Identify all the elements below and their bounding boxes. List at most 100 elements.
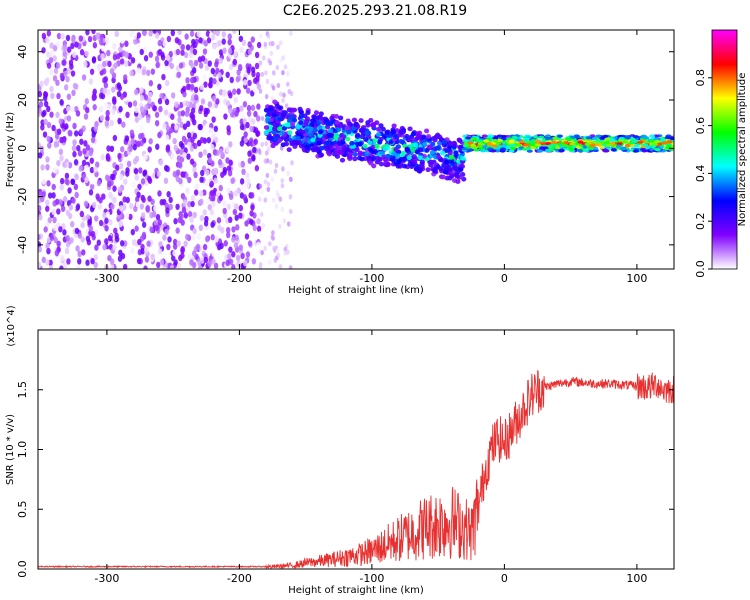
heatmap-cell <box>540 141 547 146</box>
heatmap-cell <box>307 132 314 138</box>
heatmap-cell <box>141 196 146 203</box>
heatmap-cell <box>552 137 559 141</box>
heatmap-cell <box>46 30 52 37</box>
heatmap-cell <box>136 43 141 50</box>
heatmap-cell <box>49 234 55 241</box>
heatmap-cell <box>256 103 261 110</box>
heatmap-cell <box>241 186 247 193</box>
bottom-plot-frame <box>37 329 675 570</box>
heatmap-cell <box>108 191 113 199</box>
heatmap-cell <box>205 169 210 176</box>
heatmap-cell <box>249 125 254 133</box>
heatmap-cell <box>235 76 240 83</box>
bottom-x-tick-label: -200 <box>227 572 252 585</box>
heatmap-cell <box>144 256 150 263</box>
heatmap-cell <box>172 249 177 257</box>
heatmap-cell <box>199 83 205 91</box>
heatmap-cell <box>162 122 167 130</box>
heatmap-cell <box>500 147 507 151</box>
heatmap-cell <box>198 62 204 69</box>
heatmap-cell <box>67 212 73 220</box>
heatmap-cell <box>39 80 44 87</box>
heatmap-cell <box>74 191 79 199</box>
heatmap-cell <box>117 117 122 125</box>
heatmap-cell <box>45 163 50 171</box>
heatmap-cell <box>126 160 132 168</box>
heatmap-cell <box>604 137 611 141</box>
heatmap-cell <box>249 210 254 217</box>
heatmap-cell <box>203 40 209 47</box>
heatmap-cell <box>272 99 278 105</box>
heatmap-cell <box>111 86 116 93</box>
heatmap-cell <box>447 141 453 146</box>
heatmap-cell <box>85 106 90 114</box>
heatmap-cell <box>99 39 104 46</box>
heatmap-cell <box>132 144 138 151</box>
heatmap-cell <box>42 131 48 138</box>
heatmap-cell <box>346 121 352 127</box>
heatmap-cell <box>154 32 160 39</box>
heatmap-cell <box>563 141 570 145</box>
heatmap-cell <box>54 249 60 257</box>
heatmap-cell <box>234 110 239 117</box>
heatmap-cell <box>49 42 54 49</box>
heatmap-cell <box>77 232 83 239</box>
heatmap-cell <box>394 153 401 159</box>
heatmap-cell <box>137 238 142 246</box>
heatmap-cell <box>566 137 573 141</box>
heatmap-cell <box>275 248 280 254</box>
heatmap-cell <box>523 143 530 147</box>
heatmap-cell <box>481 134 488 138</box>
heatmap-cell <box>208 77 214 84</box>
heatmap-cell <box>182 85 187 93</box>
heatmap-cell <box>211 95 217 102</box>
heatmap-cell <box>189 30 195 37</box>
chart-title: C2E6.2025.293.21.08.R19 <box>282 3 468 19</box>
heatmap-cell <box>234 214 239 221</box>
heatmap-cell <box>577 140 584 144</box>
heatmap-cell <box>235 224 240 231</box>
heatmap-cell <box>95 32 100 40</box>
heatmap-cell <box>85 30 90 36</box>
heatmap-cell <box>143 55 149 62</box>
heatmap-cell <box>75 110 81 117</box>
heatmap-cell <box>128 202 134 210</box>
heatmap-cell <box>142 46 148 54</box>
heatmap-cell <box>209 208 215 216</box>
heatmap-cell <box>164 98 170 106</box>
heatmap-cell <box>174 123 179 131</box>
heatmap-cell <box>265 117 271 123</box>
heatmap-cell <box>163 177 169 185</box>
heatmap-cell <box>205 30 211 37</box>
heatmap-cell <box>63 44 68 51</box>
heatmap-cell <box>244 162 250 170</box>
heatmap-cell <box>312 127 319 133</box>
heatmap-cell <box>509 143 516 147</box>
heatmap-cell <box>78 35 84 42</box>
heatmap-cell <box>632 149 639 153</box>
heatmap-cell <box>264 93 269 100</box>
heatmap-cell <box>395 163 401 169</box>
heatmap-cell <box>185 77 190 84</box>
heatmap-cell <box>118 205 124 212</box>
heatmap-cell <box>66 67 71 75</box>
heatmap-cell <box>223 240 228 247</box>
heatmap-cell <box>64 172 70 180</box>
heatmap-cell <box>139 124 144 131</box>
heatmap-cell <box>471 146 478 150</box>
heatmap-cell <box>310 147 317 153</box>
heatmap-cell <box>180 171 185 178</box>
heatmap-cell <box>298 113 305 119</box>
heatmap-cell <box>102 68 107 75</box>
heatmap-cell <box>376 126 382 132</box>
heatmap-cell <box>143 265 148 269</box>
heatmap-cell <box>58 198 63 206</box>
heatmap-cell <box>218 148 224 155</box>
heatmap-cell <box>159 199 164 206</box>
heatmap-cell <box>42 109 47 117</box>
heatmap-cell <box>90 230 96 238</box>
heatmap-cell <box>171 254 176 262</box>
heatmap-cell <box>134 116 140 123</box>
heatmap-cell <box>251 258 257 265</box>
heatmap-cell <box>532 135 539 139</box>
